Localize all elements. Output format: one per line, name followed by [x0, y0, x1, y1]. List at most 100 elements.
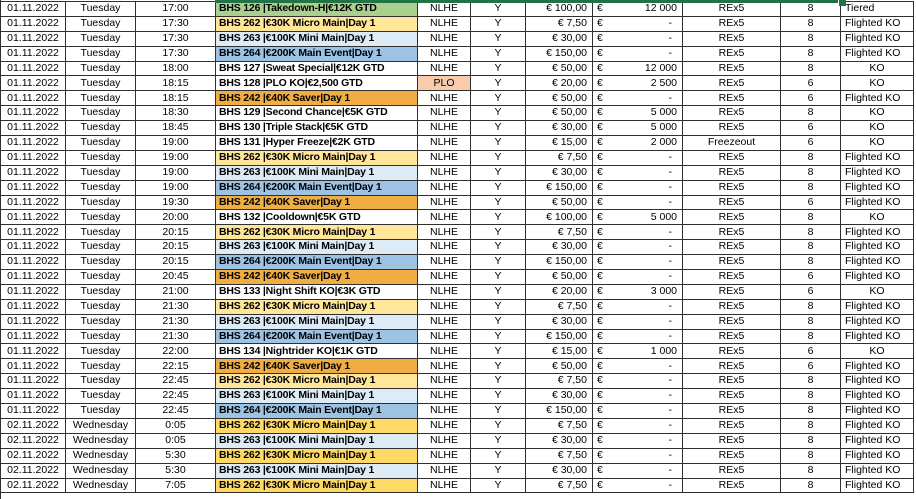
cell-reg-flag[interactable]: Y — [471, 210, 526, 225]
cell-guarantee[interactable]: € 5 000 — [593, 210, 683, 225]
cell-reentry[interactable]: REx5 — [683, 31, 781, 46]
cell-start-time[interactable]: 22:45 — [136, 374, 216, 389]
cell-reentry[interactable]: REx5 — [683, 46, 781, 61]
cell-reg-flag[interactable]: Y — [471, 106, 526, 121]
cell-start-time[interactable]: 18:00 — [136, 61, 216, 76]
cell-buyin[interactable]: € 30,00 — [526, 240, 593, 255]
cell-start-time[interactable]: 21:30 — [136, 314, 216, 329]
cell-format[interactable]: Flighted KO — [841, 255, 914, 270]
cell-event-name[interactable]: BHS 264 |€200K Main Event|Day 1 — [216, 180, 418, 195]
cell-weekday[interactable]: Tuesday — [66, 165, 136, 180]
cell-start-time[interactable]: 18:45 — [136, 121, 216, 136]
cell-event-name[interactable]: BHS 262 |€30K Micro Main|Day 1 — [216, 478, 418, 493]
cell-format[interactable]: KO — [841, 76, 914, 91]
cell-event-name[interactable]: BHS 134 |Nightrider KO|€1K GTD — [216, 344, 418, 359]
cell-format[interactable]: KO — [841, 136, 914, 150]
cell-guarantee[interactable]: € - — [593, 478, 683, 493]
cell-start-time[interactable]: 17:00 — [136, 2, 216, 16]
cell-format[interactable]: Flighted KO — [841, 91, 914, 106]
cell-weekday[interactable]: Tuesday — [66, 359, 136, 374]
cell-format[interactable]: KO — [841, 284, 914, 299]
cell-event-name[interactable]: BHS 242 |€40K Saver|Day 1 — [216, 270, 418, 284]
cell-date[interactable]: 01.11.2022 — [1, 136, 66, 150]
cell-reg-flag[interactable]: Y — [471, 121, 526, 136]
cell-table-size[interactable]: 8 — [781, 61, 841, 76]
cell-reg-flag[interactable]: Y — [471, 76, 526, 91]
cell-reentry[interactable]: REx5 — [683, 448, 781, 463]
cell-format[interactable]: Flighted KO — [841, 46, 914, 61]
cell-weekday[interactable]: Tuesday — [66, 121, 136, 136]
cell-date[interactable]: 01.11.2022 — [1, 404, 66, 418]
cell-weekday[interactable]: Tuesday — [66, 2, 136, 16]
cell-format[interactable]: Flighted KO — [841, 150, 914, 165]
cell-table-size[interactable]: 8 — [781, 106, 841, 121]
cell-format[interactable]: Flighted KO — [841, 225, 914, 240]
cell-reentry[interactable]: REx5 — [683, 16, 781, 31]
cell-game-type[interactable]: NLHE — [418, 448, 471, 463]
cell-reg-flag[interactable]: Y — [471, 46, 526, 61]
cell-reg-flag[interactable]: Y — [471, 299, 526, 314]
cell-reentry[interactable]: REx5 — [683, 404, 781, 418]
cell-guarantee[interactable]: € - — [593, 374, 683, 389]
cell-reg-flag[interactable]: Y — [471, 344, 526, 359]
cell-reentry[interactable]: REx5 — [683, 150, 781, 165]
cell-reg-flag[interactable]: Y — [471, 329, 526, 344]
cell-table-size[interactable]: 8 — [781, 463, 841, 478]
cell-reentry[interactable]: REx5 — [683, 270, 781, 284]
cell-reg-flag[interactable]: Y — [471, 255, 526, 270]
cell-date[interactable]: 02.11.2022 — [1, 448, 66, 463]
cell-weekday[interactable]: Tuesday — [66, 240, 136, 255]
cell-date[interactable]: 01.11.2022 — [1, 195, 66, 210]
cell-event-name[interactable]: BHS 264 |€200K Main Event|Day 1 — [216, 255, 418, 270]
cell-table-size[interactable]: 8 — [781, 433, 841, 448]
cell-weekday[interactable]: Tuesday — [66, 180, 136, 195]
cell-buyin[interactable]: € 30,00 — [526, 433, 593, 448]
cell-guarantee[interactable]: € 2 000 — [593, 136, 683, 150]
cell-event-name[interactable]: BHS 263 |€100K Mini Main|Day 1 — [216, 314, 418, 329]
cell-weekday[interactable]: Tuesday — [66, 404, 136, 418]
cell-guarantee[interactable]: € - — [593, 448, 683, 463]
cell-event-name[interactable]: BHS 126 |Takedown-H|€12K GTD — [216, 2, 418, 16]
cell-start-time[interactable]: 22:45 — [136, 389, 216, 404]
cell-game-type[interactable]: NLHE — [418, 299, 471, 314]
cell-weekday[interactable]: Tuesday — [66, 106, 136, 121]
cell-reentry[interactable]: REx5 — [683, 344, 781, 359]
cell-reg-flag[interactable]: Y — [471, 284, 526, 299]
cell-game-type[interactable]: NLHE — [418, 374, 471, 389]
cell-reg-flag[interactable]: Y — [471, 16, 526, 31]
cell-guarantee[interactable]: € - — [593, 404, 683, 418]
cell-start-time[interactable]: 0:05 — [136, 418, 216, 433]
cell-table-size[interactable]: 8 — [781, 31, 841, 46]
cell-reg-flag[interactable]: Y — [471, 61, 526, 76]
cell-date[interactable]: 01.11.2022 — [1, 255, 66, 270]
cell-guarantee[interactable]: € - — [593, 463, 683, 478]
cell-format[interactable]: Flighted KO — [841, 31, 914, 46]
cell-table-size[interactable]: 8 — [781, 150, 841, 165]
cell-format[interactable]: Flighted KO — [841, 478, 914, 493]
cell-start-time[interactable]: 22:15 — [136, 359, 216, 374]
cell-format[interactable]: Flighted KO — [841, 180, 914, 195]
cell-weekday[interactable]: Wednesday — [66, 448, 136, 463]
cell-guarantee[interactable]: € - — [593, 299, 683, 314]
cell-buyin[interactable]: € 7,50 — [526, 478, 593, 493]
cell-game-type[interactable]: NLHE — [418, 195, 471, 210]
cell-reg-flag[interactable]: Y — [471, 225, 526, 240]
cell-buyin[interactable]: € 7,50 — [526, 225, 593, 240]
cell-start-time[interactable]: 19:00 — [136, 165, 216, 180]
cell-event-name[interactable]: BHS 262 |€30K Micro Main|Day 1 — [216, 16, 418, 31]
cell-buyin[interactable]: € 20,00 — [526, 284, 593, 299]
cell-date[interactable]: 01.11.2022 — [1, 270, 66, 284]
cell-buyin[interactable]: € 50,00 — [526, 91, 593, 106]
cell-reentry[interactable]: REx5 — [683, 61, 781, 76]
cell-start-time[interactable]: 19:00 — [136, 150, 216, 165]
cell-reentry[interactable]: REx5 — [683, 240, 781, 255]
cell-buyin[interactable]: € 7,50 — [526, 418, 593, 433]
cell-game-type[interactable]: NLHE — [418, 180, 471, 195]
cell-game-type[interactable]: NLHE — [418, 389, 471, 404]
cell-date[interactable]: 01.11.2022 — [1, 91, 66, 106]
cell-date[interactable]: 01.11.2022 — [1, 359, 66, 374]
cell-event-name[interactable]: BHS 262 |€30K Micro Main|Day 1 — [216, 418, 418, 433]
cell-start-time[interactable]: 18:30 — [136, 106, 216, 121]
cell-weekday[interactable]: Wednesday — [66, 478, 136, 493]
cell-guarantee[interactable]: € 5 000 — [593, 106, 683, 121]
